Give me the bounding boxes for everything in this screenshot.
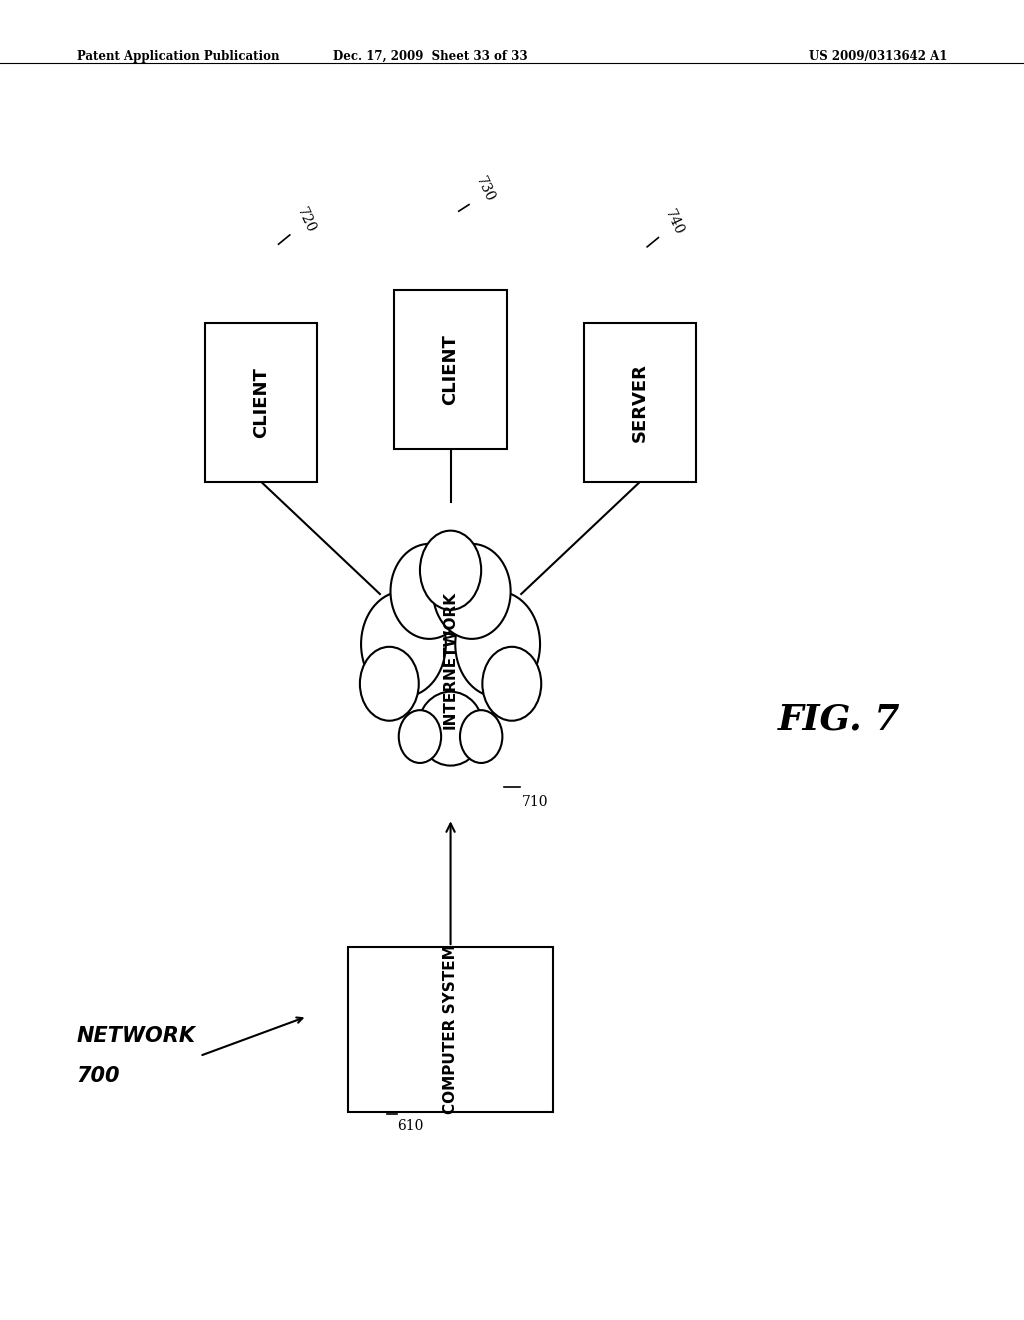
- Text: Patent Application Publication: Patent Application Publication: [77, 50, 280, 63]
- Ellipse shape: [433, 544, 511, 639]
- Text: COMPUTER SYSTEM: COMPUTER SYSTEM: [443, 945, 458, 1114]
- Text: NETWORK: NETWORK: [77, 1026, 196, 1047]
- Ellipse shape: [390, 544, 468, 639]
- Text: Dec. 17, 2009  Sheet 33 of 33: Dec. 17, 2009 Sheet 33 of 33: [333, 50, 527, 63]
- Ellipse shape: [418, 692, 483, 766]
- Ellipse shape: [389, 587, 512, 733]
- Ellipse shape: [420, 531, 481, 610]
- Text: CLIENT: CLIENT: [252, 367, 270, 438]
- Text: 720: 720: [294, 205, 317, 235]
- Text: INTERNETWORK: INTERNETWORK: [443, 591, 458, 729]
- Bar: [584, 323, 696, 482]
- Text: 610: 610: [397, 1119, 424, 1134]
- Text: 700: 700: [77, 1065, 120, 1086]
- Text: CLIENT: CLIENT: [441, 334, 460, 405]
- Text: SERVER: SERVER: [631, 363, 649, 442]
- Ellipse shape: [359, 647, 419, 721]
- Ellipse shape: [482, 647, 542, 721]
- Text: 730: 730: [473, 174, 497, 205]
- Text: US 2009/0313642 A1: US 2009/0313642 A1: [809, 50, 947, 63]
- Text: 740: 740: [663, 207, 686, 238]
- Ellipse shape: [460, 710, 503, 763]
- Bar: [348, 948, 553, 1111]
- Ellipse shape: [456, 591, 540, 697]
- Ellipse shape: [361, 591, 445, 697]
- Ellipse shape: [398, 710, 441, 763]
- Text: 710: 710: [522, 795, 549, 809]
- Text: FIG. 7: FIG. 7: [778, 702, 901, 737]
- Bar: [394, 290, 507, 449]
- Bar: [205, 323, 317, 482]
